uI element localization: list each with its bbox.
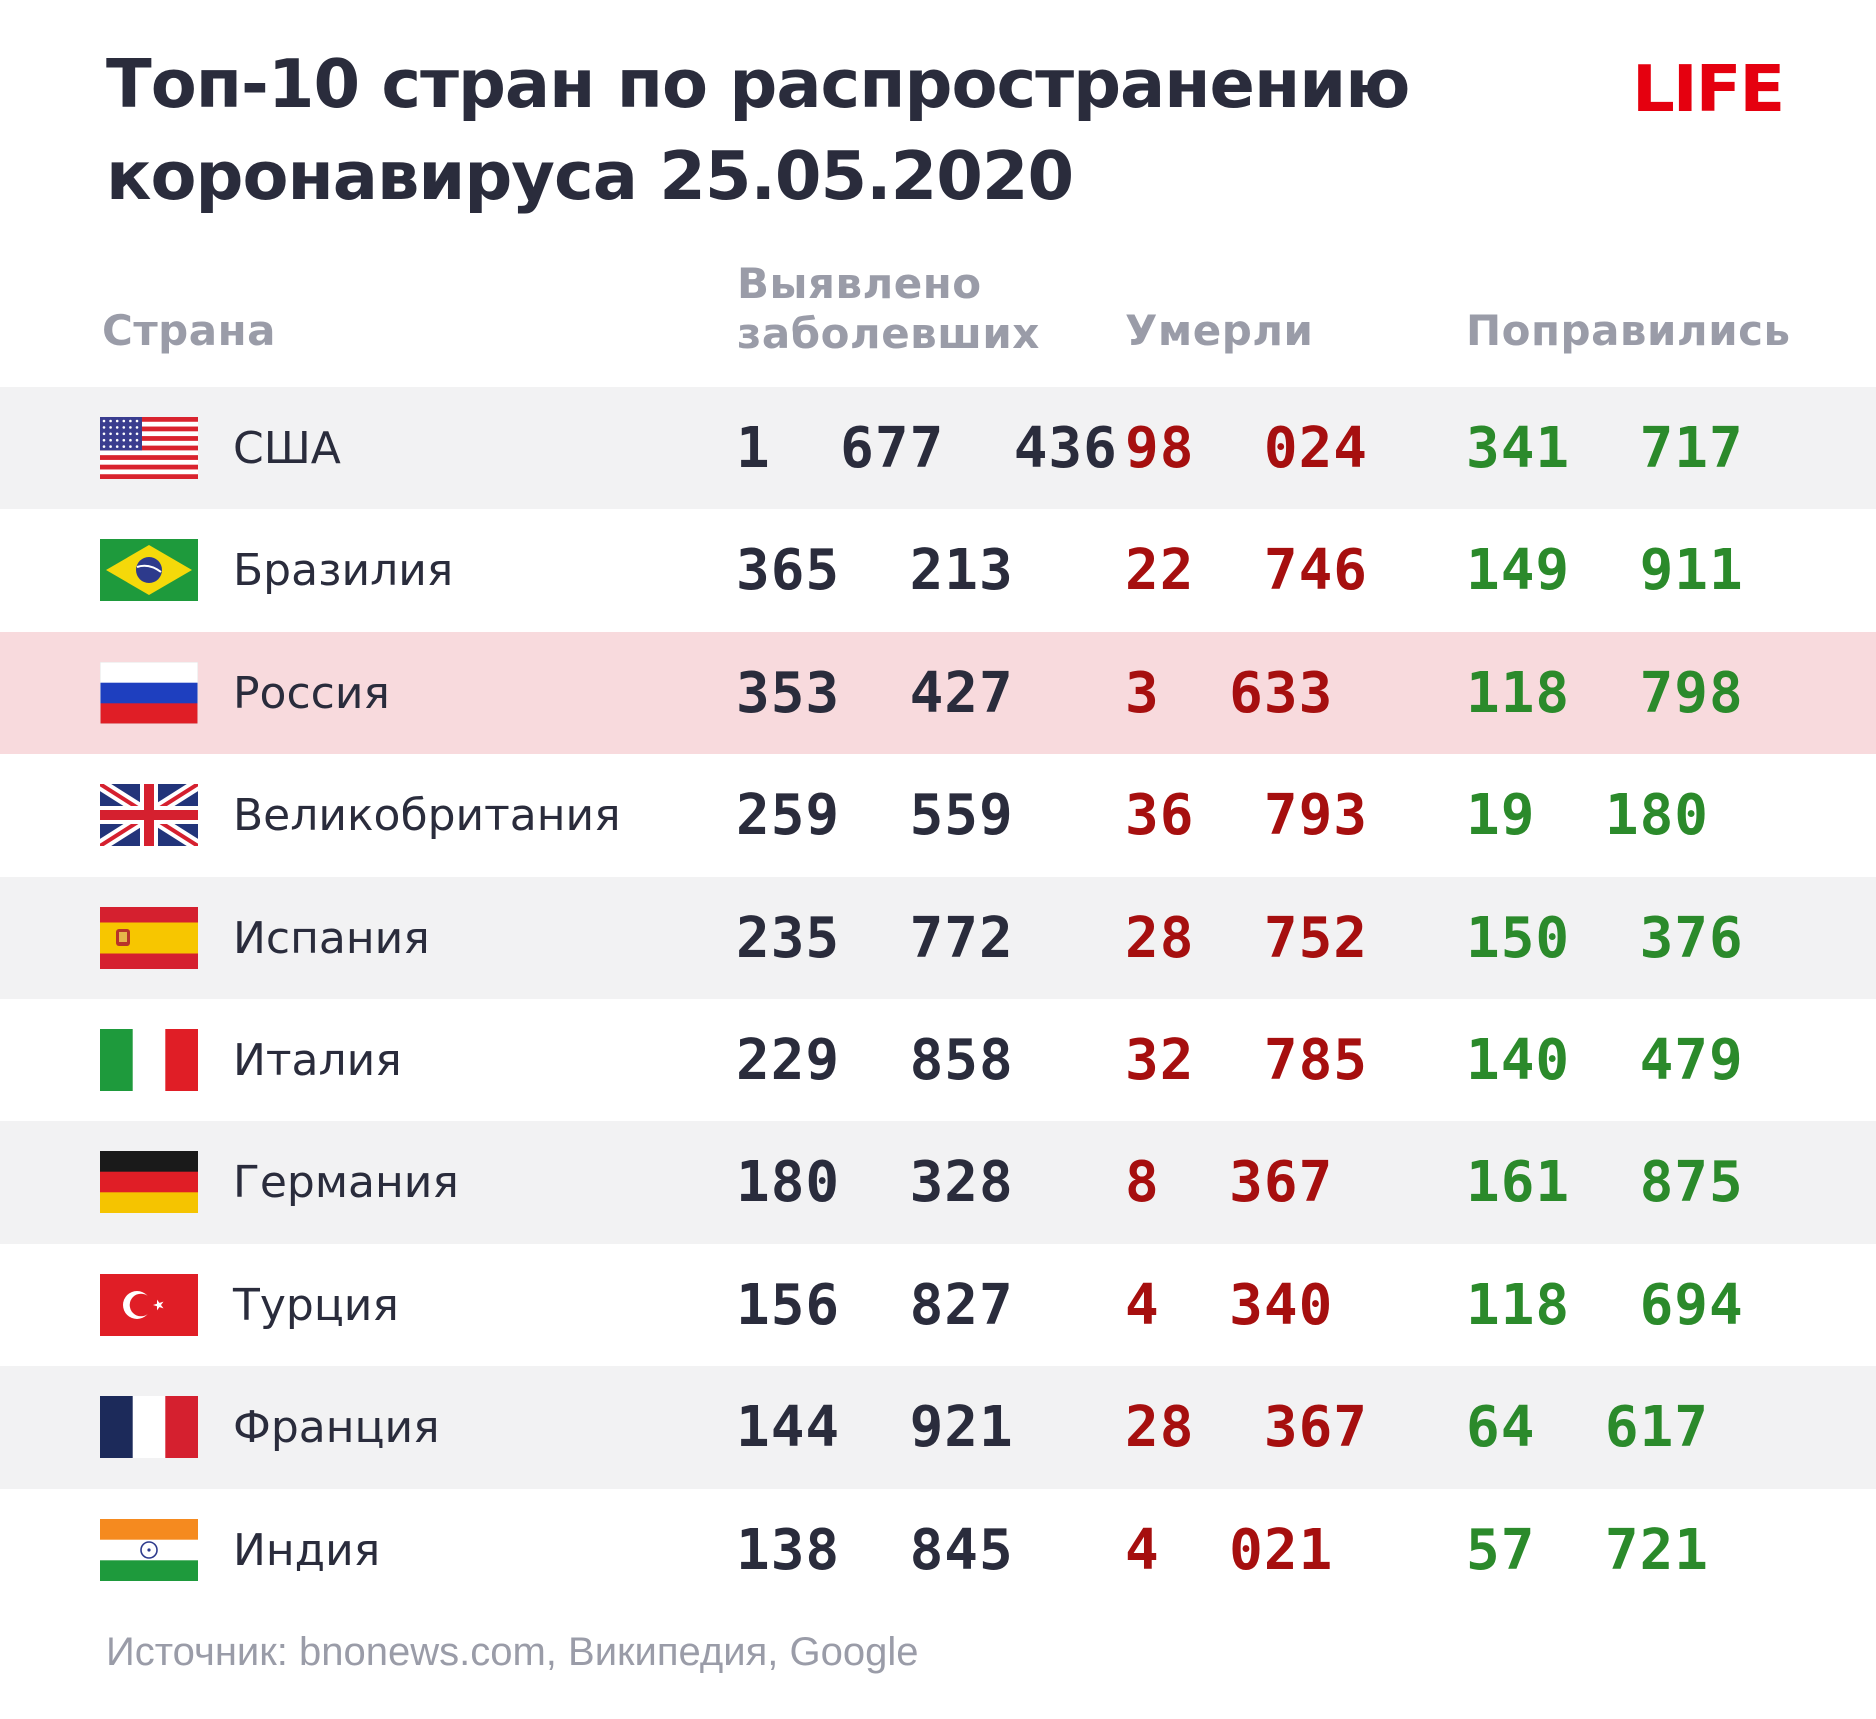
deaths-value: 3 633: [1125, 660, 1334, 726]
recovered-value: 118 694: [1466, 1272, 1744, 1338]
country-name: Германия: [233, 1157, 459, 1209]
table-row: Испания 235 772 28 752 150 376: [0, 876, 1876, 999]
chart-title: Топ-10 стран по распространению коронави…: [106, 38, 1546, 222]
deaths-value: 36 793: [1125, 783, 1369, 849]
cases-value: 1 677 436: [736, 416, 1118, 481]
country-name: США: [233, 423, 341, 474]
table-row: Россия 353 427 3 633 118 798: [0, 631, 1876, 755]
germany-flag-icon: [100, 1151, 198, 1214]
country-name: Индия: [233, 1524, 381, 1576]
header-cases-line-2: заболевших: [737, 309, 1040, 358]
country-name: Италия: [233, 1034, 402, 1086]
data-table: США 1 677 436 98 024 341 717 Бразилия 365 213…: [0, 387, 1876, 1611]
recovered-value: 150 376: [1466, 905, 1744, 971]
cases-value: 180 328: [736, 1150, 1014, 1216]
recovered-value: 149 911: [1466, 538, 1744, 604]
recovered-value: 140 479: [1466, 1027, 1744, 1093]
header-cases-line-1: Выявлено: [737, 259, 982, 308]
cases-value: 144 921: [736, 1395, 1014, 1461]
title-line-2: коронавируса 25.05.2020: [106, 137, 1074, 215]
table-row: Италия 229 858 32 785 140 479: [0, 998, 1876, 1122]
country-name: Великобритания: [233, 790, 621, 842]
deaths-value: 22 746: [1125, 538, 1369, 604]
recovered-value: 57 721: [1466, 1517, 1710, 1583]
deaths-value: 8 367: [1125, 1150, 1334, 1216]
brazil-flag-icon: [100, 539, 198, 602]
table-row: Германия 180 328 8 367 161 875: [0, 1121, 1876, 1244]
cases-value: 259 559: [736, 783, 1014, 849]
header-recovered: Поправились: [1466, 306, 1791, 355]
spain-flag-icon: [100, 906, 198, 969]
deaths-value: 98 024: [1125, 416, 1369, 481]
deaths-value: 32 785: [1125, 1027, 1369, 1093]
header-country: Страна: [102, 306, 276, 355]
cases-value: 156 827: [736, 1272, 1014, 1338]
india-flag-icon: [100, 1518, 198, 1581]
table-row: США 1 677 436 98 024 341 717: [0, 387, 1876, 510]
table-row: Франция 144 921 28 367 64 617: [0, 1366, 1876, 1489]
recovered-value: 118 798: [1466, 660, 1744, 726]
recovered-value: 341 717: [1466, 416, 1744, 481]
table-row: Великобритания 259 559 36 793 19 180: [0, 754, 1876, 877]
country-name: Турция: [233, 1279, 399, 1331]
russia-flag-icon: [100, 661, 198, 724]
cases-value: 229 858: [736, 1027, 1014, 1093]
deaths-value: 28 367: [1125, 1395, 1369, 1461]
header-deaths: Умерли: [1125, 306, 1314, 355]
cases-value: 235 772: [736, 905, 1014, 971]
recovered-value: 19 180: [1466, 783, 1710, 849]
cases-value: 365 213: [736, 538, 1014, 604]
usa-flag-icon: [100, 417, 198, 479]
recovered-value: 161 875: [1466, 1150, 1744, 1216]
france-flag-icon: [100, 1396, 198, 1459]
country-name: Испания: [233, 912, 430, 964]
cases-value: 353 427: [736, 660, 1014, 726]
table-row: Индия 138 845 4 021 57 721: [0, 1488, 1876, 1611]
source-note: Источник: bnonews.com, Википедия, Google: [106, 1630, 919, 1674]
cases-value: 138 845: [736, 1517, 1014, 1583]
turkey-flag-icon: [100, 1273, 198, 1336]
title-line-1: Топ-10 стран по распространению: [106, 45, 1410, 123]
deaths-value: 4 021: [1125, 1517, 1334, 1583]
uk-flag-icon: [100, 784, 198, 847]
life-logo: LIFE: [1632, 53, 1785, 127]
country-name: Бразилия: [233, 545, 454, 597]
italy-flag-icon: [100, 1028, 198, 1091]
table-row: Турция 156 827 4 340 118 694: [0, 1243, 1876, 1367]
country-name: Франция: [233, 1402, 440, 1454]
deaths-value: 4 340: [1125, 1272, 1334, 1338]
recovered-value: 64 617: [1466, 1395, 1710, 1461]
country-name: Россия: [233, 667, 390, 719]
header-cases: Выявлено заболевших: [737, 259, 1040, 359]
table-row: Бразилия 365 213 22 746 149 911: [0, 509, 1876, 632]
deaths-value: 28 752: [1125, 905, 1369, 971]
